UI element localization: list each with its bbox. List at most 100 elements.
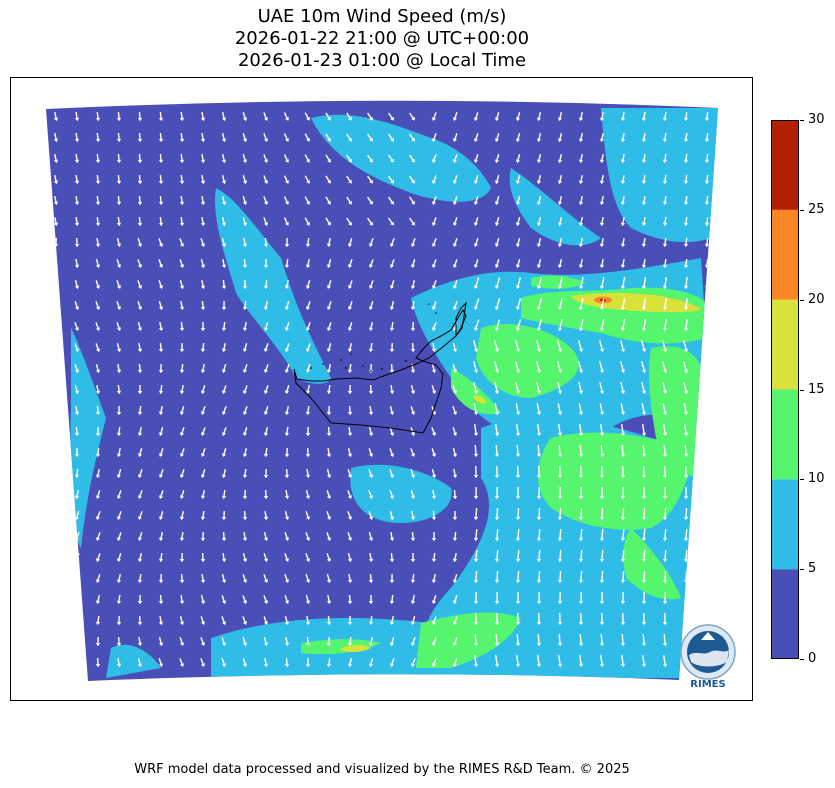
wind-arrow: [578, 111, 584, 122]
wind-arrow: [494, 612, 500, 626]
wind-arrow: [473, 507, 479, 521]
wind-arrow: [683, 153, 689, 164]
wind-arrow: [389, 448, 395, 458]
wind-arrow: [179, 216, 185, 227]
wind-arrow: [452, 175, 458, 185]
wind-arrow: [494, 298, 501, 311]
wind-arrow: [409, 196, 415, 205]
wind-arrow: [452, 616, 458, 626]
wind-arrow: [620, 654, 626, 668]
wind-arrow: [304, 175, 310, 184]
wind-arrow: [95, 384, 101, 395]
wind-arrow: [431, 322, 437, 332]
colorbar-tick-label: 20: [808, 291, 825, 307]
wind-arrow: [283, 196, 290, 205]
wind-arrow: [116, 322, 122, 332]
wind-arrow: [704, 528, 710, 542]
wind-arrow: [452, 112, 458, 122]
wind-arrow: [95, 174, 101, 185]
wind-arrow: [53, 532, 59, 542]
wind-arrow: [158, 490, 164, 500]
colorbar: [771, 120, 799, 659]
wind-arrow: [53, 195, 59, 206]
wind-arrow: [368, 321, 374, 332]
wind-arrow: [599, 423, 605, 437]
wind-arrow: [326, 405, 332, 416]
wind-arrow: [410, 573, 416, 584]
wind-arrow: [662, 297, 668, 311]
wind-arrow: [578, 174, 584, 185]
wind-arrow: [662, 633, 668, 647]
wind-arrow: [304, 133, 310, 142]
wind-arrow: [515, 340, 521, 353]
wind-arrow: [389, 594, 395, 605]
wind-arrow: [389, 469, 395, 479]
wind-arrow: [347, 511, 353, 521]
wind-arrow: [325, 196, 331, 205]
wind-arrow: [452, 364, 458, 374]
wind-arrow: [473, 403, 479, 416]
wind-arrow: [452, 531, 458, 542]
wind-arrow: [662, 507, 668, 521]
wind-arrow: [494, 154, 500, 164]
wind-arrow: [473, 154, 479, 164]
wind-arrow: [641, 216, 647, 227]
wind-arrow: [662, 361, 668, 374]
wind-arrow: [641, 382, 647, 395]
wind-arrow: [368, 594, 374, 605]
wind-arrow: [641, 465, 647, 479]
wind-arrow: [326, 615, 332, 626]
wind-arrow: [284, 364, 290, 374]
wind-arrow: [557, 654, 563, 668]
wind-arrow: [116, 553, 122, 563]
wind-arrow: [137, 384, 143, 395]
colorbar-tick-label: 30: [808, 112, 825, 127]
wind-arrow: [284, 426, 290, 437]
map-title: UAE 10m Wind Speed (m/s) 2026-01-22 21:0…: [0, 6, 764, 72]
wind-arrow: [367, 196, 373, 205]
wind-arrow: [53, 406, 59, 416]
wind-arrow: [515, 528, 521, 542]
wind-arrow: [515, 423, 521, 437]
wind-arrow: [305, 574, 311, 584]
wind-arrow: [431, 364, 437, 374]
wind-arrow: [494, 319, 501, 332]
wind-arrow: [326, 636, 332, 647]
wind-arrow: [200, 300, 206, 311]
wind-arrow: [284, 553, 290, 563]
wind-arrow: [452, 406, 458, 416]
wind-arrow: [242, 385, 248, 395]
colorbar-bin-4: [771, 209, 799, 300]
wind-arrow: [116, 363, 122, 374]
wind-arrow: [137, 594, 143, 605]
wind-arrow: [578, 486, 584, 500]
logo-text: RIMES: [690, 679, 725, 690]
wind-arrow: [305, 280, 311, 290]
wind-arrow: [263, 406, 269, 416]
wind-arrow: [263, 553, 269, 563]
wind-arrow: [641, 132, 647, 143]
wind-arrow: [557, 298, 563, 311]
wind-arrow: [326, 594, 332, 605]
wind-arrow: [704, 153, 710, 164]
wind-arrow: [284, 511, 290, 521]
wind-arrow: [326, 574, 332, 584]
wind-arrow: [599, 195, 605, 206]
wind-arrow: [389, 259, 395, 269]
wind-arrow: [662, 528, 668, 542]
wind-arrow: [536, 549, 542, 563]
wind-arrow: [284, 447, 290, 458]
wind-arrow: [662, 132, 668, 143]
wind-arrow: [387, 133, 394, 142]
wind-arrow: [242, 447, 248, 458]
wind-arrow: [74, 636, 80, 647]
wind-arrow: [557, 633, 563, 647]
wind-arrow: [620, 174, 626, 185]
wind-arrow: [137, 615, 143, 626]
wind-arrow: [221, 616, 227, 626]
wind-arrow: [473, 361, 479, 374]
wind-arrow: [326, 426, 332, 437]
wind-arrow: [95, 594, 101, 605]
wind-arrow: [641, 486, 647, 500]
wind-arrow: [347, 490, 353, 500]
